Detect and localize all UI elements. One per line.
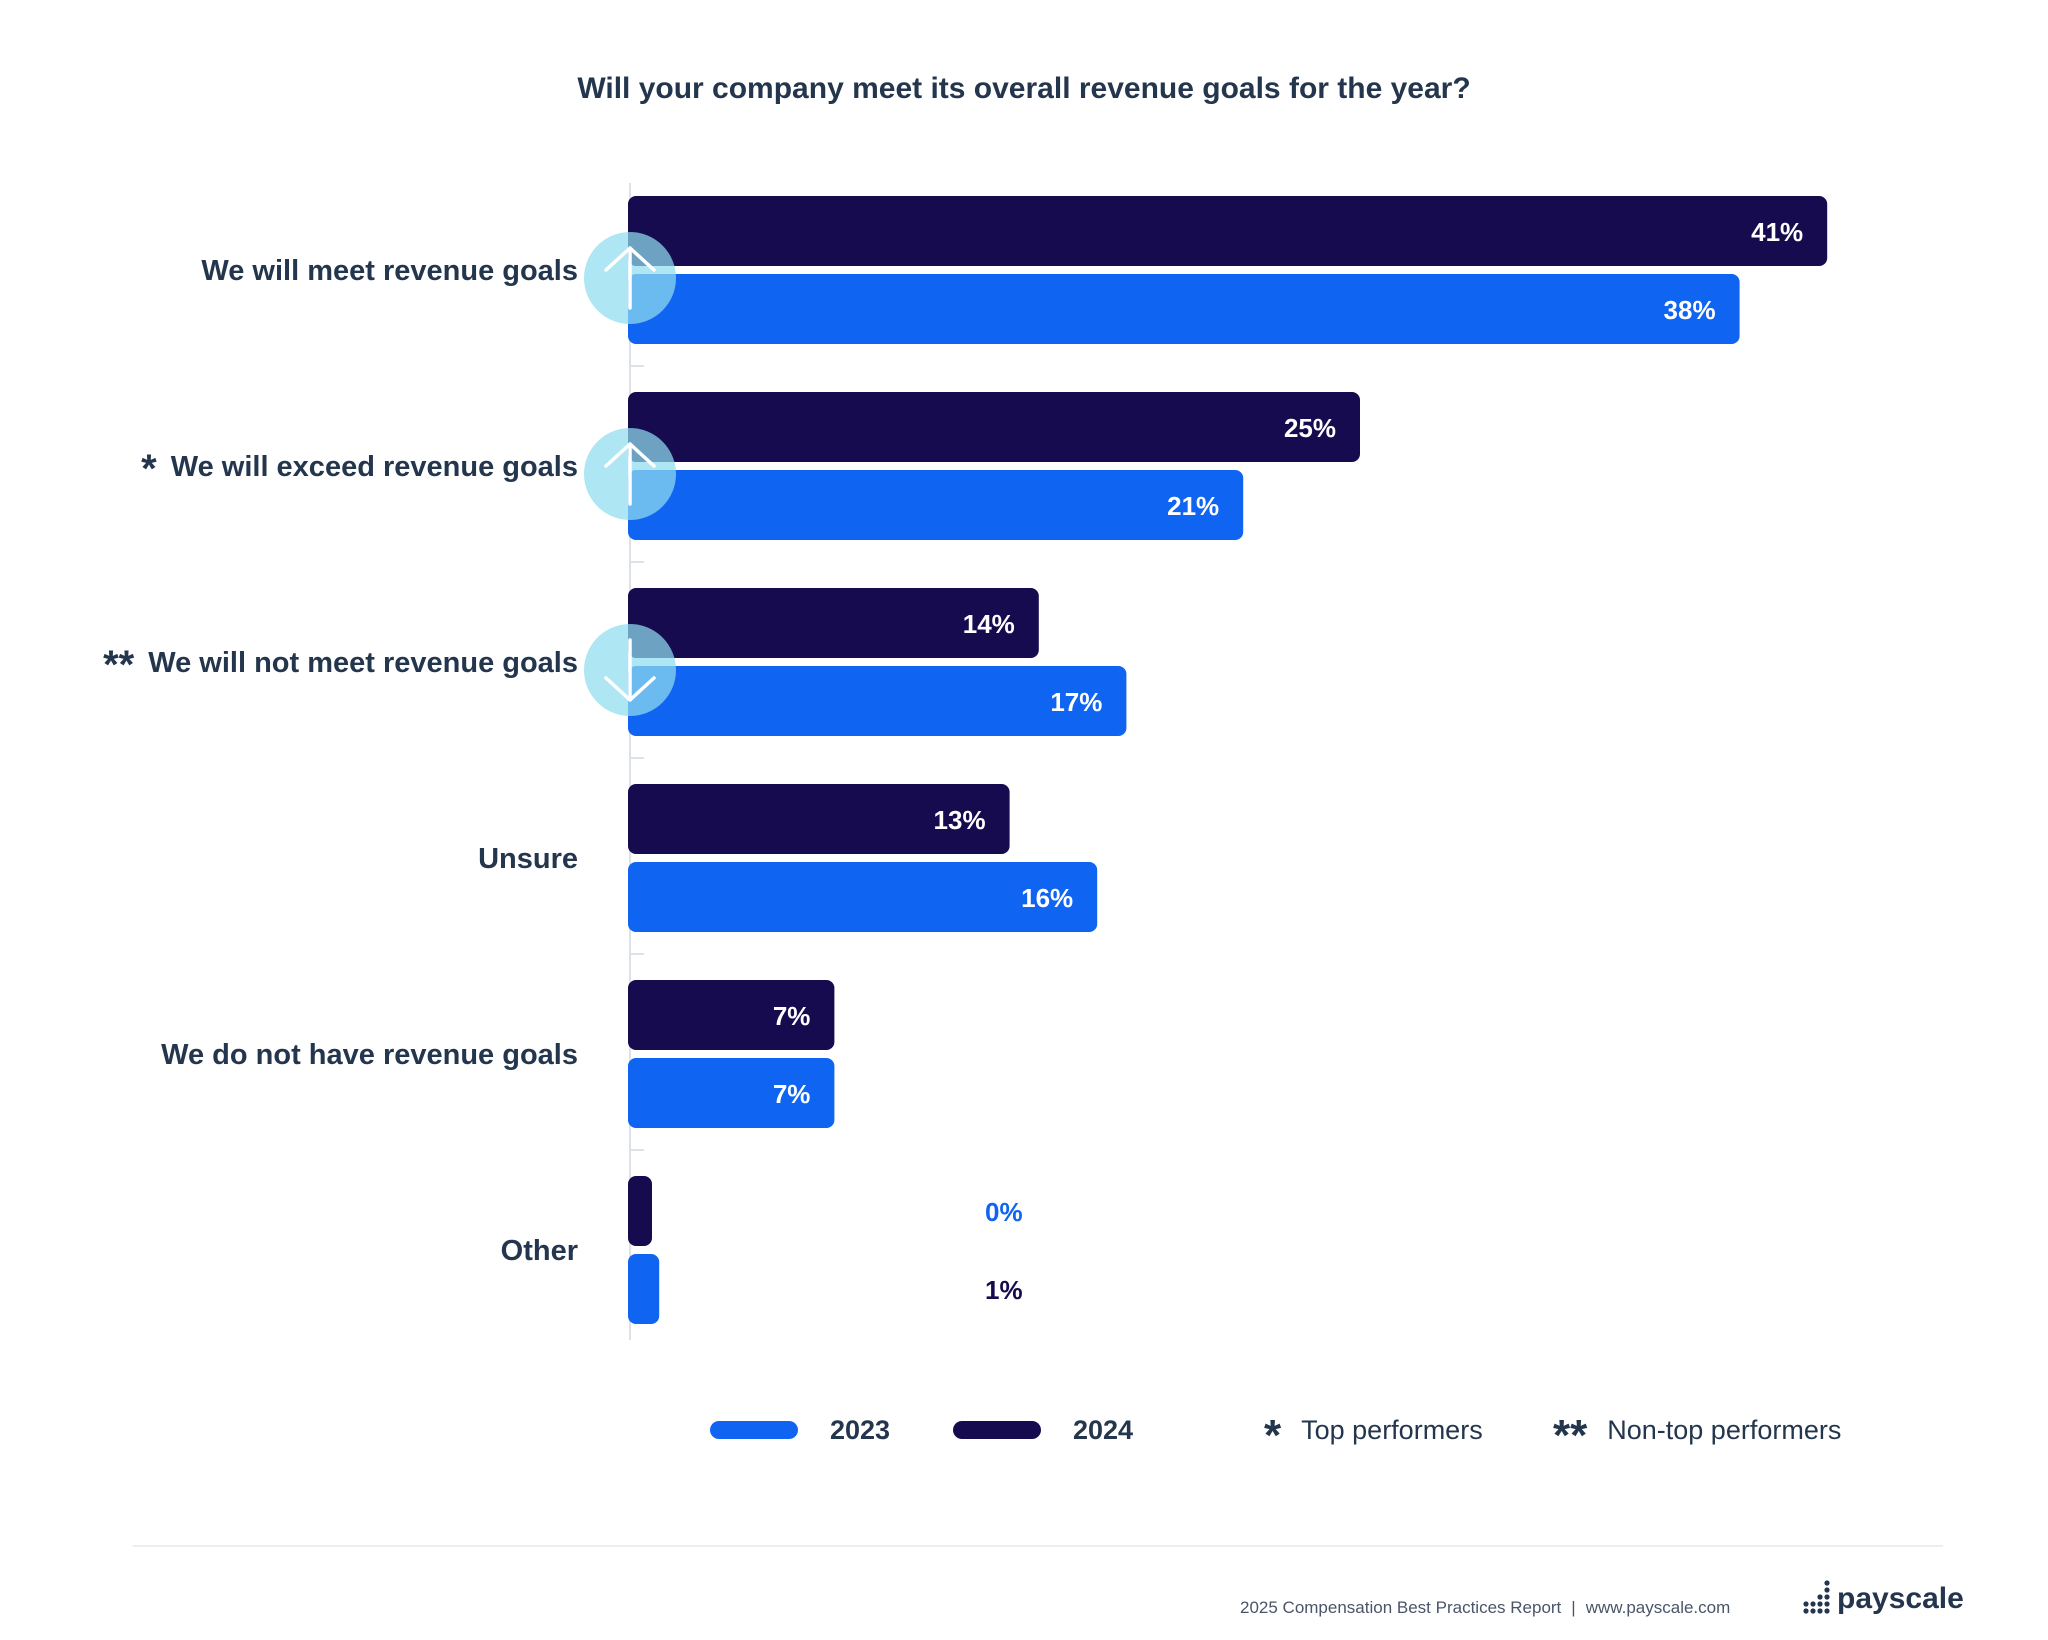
category-label: We will meet revenue goals <box>201 255 578 287</box>
bar-2023 <box>628 470 1244 540</box>
report-name: 2025 Compensation Best Practices Report <box>1240 1598 1562 1617</box>
footer-separator: | <box>1571 1598 1576 1617</box>
footer-divider <box>133 1545 1943 1547</box>
bar-2023 <box>628 274 1740 344</box>
bar-2024 <box>628 196 1828 266</box>
payscale-logo: payscale <box>1803 1580 1964 1614</box>
legend-note-label: Top performers <box>1301 1414 1483 1445</box>
legend-label-2024: 2024 <box>1073 1414 1134 1445</box>
value-label-2023: 7% <box>773 1079 811 1109</box>
value-label-2024: 0% <box>985 1197 1023 1227</box>
legend-note-label: Non-top performers <box>1607 1414 1842 1445</box>
category-mark: ** <box>103 643 135 687</box>
bar-2024 <box>628 784 1010 854</box>
category-label: Unsure <box>478 843 578 875</box>
arrow-up-icon <box>584 428 676 520</box>
chart-title: Will your company meet its overall reven… <box>577 72 1471 105</box>
arrow-up-icon <box>584 232 676 324</box>
arrow-up-path <box>604 442 656 506</box>
bar-2023 <box>628 862 1098 932</box>
legend-swatch-2024 <box>953 1421 1041 1439</box>
category-label: ** We will not meet revenue goals <box>103 643 578 687</box>
legend-item-2023: 2023 <box>710 1405 890 1455</box>
value-label-2024: 25% <box>1284 413 1336 443</box>
value-label-2023: 16% <box>1021 883 1073 913</box>
legend-swatch-2023 <box>710 1421 798 1439</box>
value-label-2023: 17% <box>1050 687 1102 717</box>
footer-text: 2025 Compensation Best Practices Report |… <box>1240 1598 1730 1618</box>
value-label-2024: 13% <box>934 805 986 835</box>
category-mark: * <box>141 447 157 491</box>
bar-2023 <box>628 1058 835 1128</box>
logo-wordmark: payscale <box>1837 1582 1964 1615</box>
category-label: Other <box>501 1235 578 1267</box>
legend: 2023 2024 * Top performers ** Non-top pe… <box>0 1405 2048 1460</box>
bar-2023 <box>628 1254 660 1324</box>
legend-item-2024: 2024 <box>953 1405 1133 1455</box>
bar-chart: We will meet revenue goals 41% 38% * We will… <box>103 183 1828 1340</box>
category-label: * We will exceed revenue goals <box>141 447 578 491</box>
arrow-up-path <box>604 246 656 310</box>
bar-2023 <box>628 666 1127 736</box>
bar-2024 <box>628 588 1039 658</box>
bar-2024 <box>628 392 1360 462</box>
website-link[interactable]: www.payscale.com <box>1585 1598 1731 1617</box>
legend-label-2023: 2023 <box>830 1414 891 1445</box>
value-label-2023: 21% <box>1167 491 1219 521</box>
arrow-down-path <box>604 638 656 702</box>
double-asterisk-icon: ** <box>1553 1411 1588 1460</box>
value-label-2024: 14% <box>963 609 1015 639</box>
value-label-2023: 1% <box>985 1275 1023 1305</box>
value-label-2024: 7% <box>773 1001 811 1031</box>
arrow-down-icon <box>584 624 676 716</box>
bar-2024 <box>628 980 835 1050</box>
value-label-2024: 41% <box>1751 217 1803 247</box>
asterisk-icon: * <box>1264 1411 1282 1460</box>
category-label: We do not have revenue goals <box>161 1039 578 1071</box>
payscale-dots-icon <box>1803 1580 1830 1614</box>
category-text: We will not meet revenue goals <box>148 647 578 679</box>
legend-note-top-performers: * Top performers <box>1264 1405 1483 1460</box>
category-text: We will exceed revenue goals <box>171 451 578 483</box>
bar-2024 <box>628 1176 652 1246</box>
legend-note-non-top-performers: ** Non-top performers <box>1553 1405 1842 1460</box>
value-label-2023: 38% <box>1664 295 1716 325</box>
